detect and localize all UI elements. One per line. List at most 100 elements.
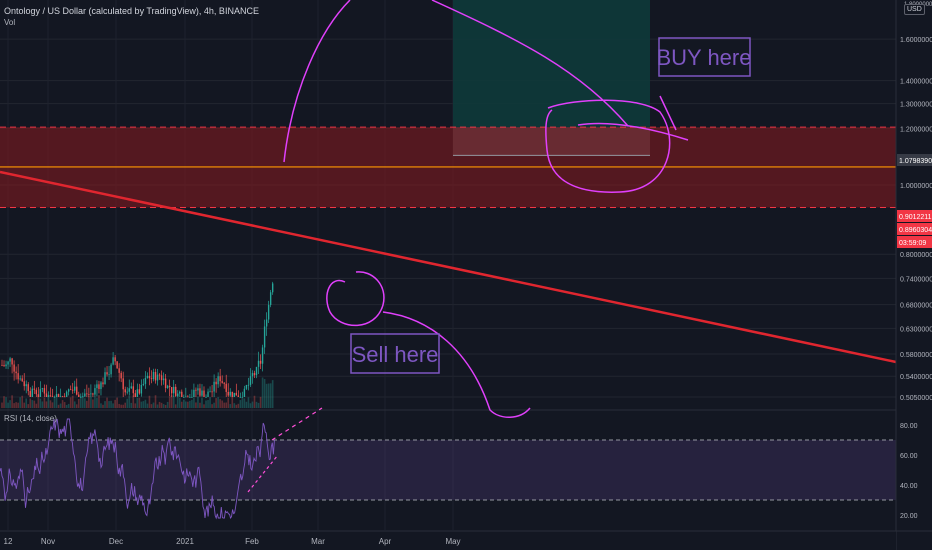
- drawn-mark: [659, 95, 677, 131]
- candle-body: [67, 389, 70, 392]
- candle-body: [116, 361, 118, 369]
- price-tick: 0.7400000: [900, 276, 932, 283]
- price-label-bg: [897, 223, 932, 235]
- volume-bar: [15, 402, 17, 408]
- price-tick: 1.2000000: [900, 126, 932, 133]
- candle-body: [164, 378, 167, 388]
- volume-bar: [134, 403, 137, 408]
- time-axis[interactable]: 12 Nov Dec 2021 Feb Mar Apr May: [0, 530, 932, 550]
- candle-body: [45, 393, 48, 397]
- candle-body: [57, 394, 60, 397]
- volume-bar: [166, 401, 169, 408]
- candle-body: [17, 373, 19, 380]
- candle-body: [134, 393, 137, 397]
- volume-bar: [35, 403, 38, 408]
- candle-body: [261, 347, 264, 364]
- candle-body: [37, 394, 40, 397]
- volume-bar: [98, 395, 100, 408]
- candle-body: [27, 384, 29, 392]
- volume-bar: [203, 404, 205, 408]
- hand-drawings: BUY here Sell here: [283, 0, 751, 418]
- volume-bar: [195, 402, 197, 408]
- volume-bar: [253, 395, 256, 408]
- price-tick: 0.6300000: [900, 326, 932, 333]
- volume-bar: [102, 404, 104, 408]
- candle-body: [259, 360, 262, 364]
- volume-bar: [172, 395, 175, 408]
- candle-body: [253, 373, 256, 376]
- volume-bar: [215, 398, 217, 408]
- volume-bar: [217, 397, 219, 408]
- price-label: 03:59:09: [899, 240, 926, 247]
- candle-body: [207, 391, 209, 397]
- volume-bar: [269, 383, 272, 408]
- candle-body: [154, 371, 157, 381]
- candle-body: [173, 386, 175, 394]
- time-tick: 12: [4, 537, 13, 546]
- rsi-label: RSI (14, close): [4, 414, 57, 423]
- volume-bar: [257, 402, 260, 408]
- candle-body: [144, 377, 147, 384]
- volume-bar: [108, 401, 110, 408]
- candle-body: [243, 388, 246, 397]
- volume-bar: [160, 402, 163, 408]
- candle-body: [223, 382, 225, 384]
- candle-body: [72, 389, 74, 391]
- volume-bar: [231, 396, 234, 408]
- candle-body: [118, 368, 120, 373]
- candle-body: [170, 387, 173, 394]
- volume-bar: [130, 402, 133, 408]
- candle-body: [211, 391, 213, 393]
- candle-body: [189, 397, 191, 398]
- volume-bar: [162, 404, 165, 408]
- volume-bar: [255, 401, 258, 408]
- symbol-title: Ontology / US Dollar (calculated by Trad…: [4, 6, 259, 16]
- candle-body: [162, 378, 165, 381]
- candle-body: [86, 393, 88, 395]
- candle-body: [39, 389, 42, 397]
- candle-body: [265, 319, 268, 327]
- candle-body: [130, 386, 132, 389]
- candle-body: [160, 375, 163, 381]
- trendline: [0, 170, 897, 364]
- volume-bar: [90, 396, 92, 408]
- candle-body: [124, 389, 126, 393]
- candle-body: [120, 372, 122, 379]
- price-axis[interactable]: 1.6000000 1.4000000 1.3000000 1.2000000 1.00…: [895, 0, 932, 550]
- long-target-zone: [453, 0, 650, 128]
- candle-body: [84, 393, 86, 397]
- candle-body: [1, 364, 3, 366]
- volume-bar: [251, 401, 254, 408]
- candle-body: [100, 382, 102, 389]
- candle-body: [237, 395, 240, 397]
- volume-bar: [3, 396, 5, 408]
- volume-bar: [189, 400, 191, 408]
- volume-bar: [247, 397, 250, 408]
- currency-badge[interactable]: USD: [904, 4, 925, 15]
- drawn-arc: [431, 0, 629, 127]
- candle-body: [122, 378, 124, 390]
- candle-body: [90, 393, 92, 395]
- candle-body: [231, 391, 233, 397]
- volume-bar: [57, 404, 60, 408]
- volume-bar: [227, 397, 230, 408]
- price-tick: 1.3000000: [900, 102, 932, 109]
- volume-bar: [29, 398, 32, 408]
- volume-bar: [55, 396, 58, 408]
- candle-body: [5, 364, 7, 367]
- candle-body: [249, 376, 252, 385]
- volume-bar: [267, 383, 270, 408]
- candle-body: [74, 386, 76, 391]
- volume-bar: [148, 395, 151, 408]
- candle-body: [76, 386, 78, 395]
- volume-bar: [122, 404, 124, 408]
- candle-body: [51, 396, 54, 398]
- time-tick: Apr: [379, 537, 392, 546]
- volume-bar: [140, 401, 143, 408]
- candle-body: [80, 397, 82, 398]
- candle-body: [61, 396, 64, 398]
- price-label-bg: [897, 210, 932, 222]
- candle-body: [203, 390, 205, 397]
- candle-body: [92, 393, 94, 395]
